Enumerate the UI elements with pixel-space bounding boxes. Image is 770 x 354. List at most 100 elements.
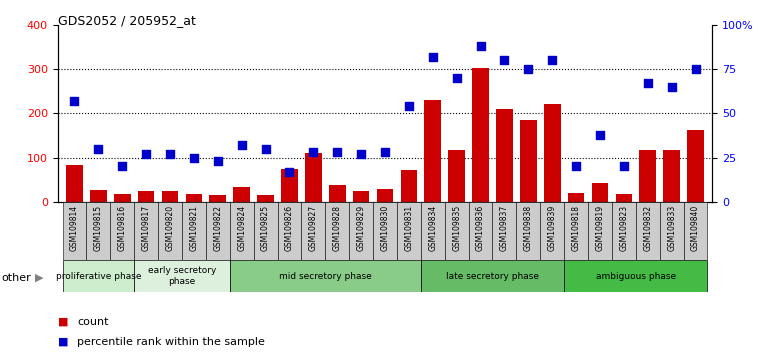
Point — [474, 43, 487, 49]
Point — [283, 169, 296, 175]
Text: count: count — [77, 317, 109, 327]
Bar — [110, 202, 134, 260]
Bar — [445, 202, 469, 260]
Bar — [62, 202, 86, 260]
Bar — [400, 170, 417, 202]
Bar — [134, 260, 229, 292]
Point — [355, 151, 367, 157]
Bar — [114, 194, 131, 202]
Bar — [520, 120, 537, 202]
Bar — [305, 153, 322, 202]
Point — [618, 164, 630, 169]
Bar — [687, 130, 704, 202]
Bar — [612, 202, 636, 260]
Point — [450, 75, 463, 81]
Text: GSM109824: GSM109824 — [237, 205, 246, 251]
Text: GSM109836: GSM109836 — [476, 205, 485, 251]
Text: GSM109825: GSM109825 — [261, 205, 270, 251]
Text: GSM109821: GSM109821 — [189, 205, 199, 251]
Bar — [684, 202, 708, 260]
Bar — [663, 149, 680, 202]
Point — [212, 158, 224, 164]
Text: late secretory phase: late secretory phase — [446, 272, 539, 281]
Bar — [421, 202, 445, 260]
Bar — [541, 202, 564, 260]
Bar — [472, 68, 489, 202]
Bar — [253, 202, 277, 260]
Bar — [544, 104, 561, 202]
Text: GSM109823: GSM109823 — [619, 205, 628, 251]
Bar — [182, 202, 206, 260]
Bar — [349, 202, 373, 260]
Bar — [496, 109, 513, 202]
Bar — [281, 169, 298, 202]
Point — [116, 164, 129, 169]
Text: GSM109839: GSM109839 — [547, 205, 557, 251]
Bar — [424, 100, 441, 202]
Bar — [162, 191, 179, 202]
Bar — [86, 202, 110, 260]
Text: GSM109820: GSM109820 — [166, 205, 175, 251]
Text: GSM109835: GSM109835 — [452, 205, 461, 251]
Point — [689, 66, 701, 72]
Point — [331, 149, 343, 155]
Text: GSM109840: GSM109840 — [691, 205, 700, 251]
Text: other: other — [2, 273, 32, 283]
Text: GSM109830: GSM109830 — [380, 205, 390, 251]
Text: GSM109833: GSM109833 — [667, 205, 676, 251]
Bar — [615, 194, 632, 202]
Point — [498, 57, 511, 63]
Bar — [209, 195, 226, 202]
Point — [570, 164, 582, 169]
Point — [236, 142, 248, 148]
Bar — [660, 202, 684, 260]
Point — [594, 132, 606, 137]
Bar — [397, 202, 421, 260]
Bar — [588, 202, 612, 260]
Point — [69, 98, 81, 104]
Text: ■: ■ — [58, 337, 69, 347]
Bar — [277, 202, 301, 260]
Text: proliferative phase: proliferative phase — [55, 272, 141, 281]
Text: percentile rank within the sample: percentile rank within the sample — [77, 337, 265, 347]
Bar — [301, 202, 325, 260]
Text: GSM109816: GSM109816 — [118, 205, 127, 251]
Bar — [493, 202, 517, 260]
Point — [140, 151, 152, 157]
Point — [403, 103, 415, 109]
Bar — [138, 191, 155, 202]
Bar — [564, 260, 708, 292]
Bar — [229, 202, 253, 260]
Bar — [469, 202, 493, 260]
Point — [546, 57, 558, 63]
Bar — [448, 149, 465, 202]
Point — [641, 80, 654, 86]
Bar — [90, 190, 107, 202]
Point — [259, 146, 272, 152]
Bar — [66, 166, 83, 202]
Bar — [636, 202, 660, 260]
Text: GSM109832: GSM109832 — [643, 205, 652, 251]
Text: early secretory
phase: early secretory phase — [148, 267, 216, 286]
Text: GSM109819: GSM109819 — [595, 205, 604, 251]
Bar — [591, 183, 608, 202]
Point — [522, 66, 534, 72]
Text: GSM109838: GSM109838 — [524, 205, 533, 251]
Text: GSM109834: GSM109834 — [428, 205, 437, 251]
Text: ambiguous phase: ambiguous phase — [596, 272, 676, 281]
Text: mid secretory phase: mid secretory phase — [279, 272, 372, 281]
Text: ■: ■ — [58, 317, 69, 327]
Bar — [353, 191, 370, 202]
Text: GSM109827: GSM109827 — [309, 205, 318, 251]
Bar — [564, 202, 588, 260]
Bar — [134, 202, 158, 260]
Text: GSM109814: GSM109814 — [70, 205, 79, 251]
Bar — [517, 202, 541, 260]
Text: GSM109817: GSM109817 — [142, 205, 151, 251]
Point — [307, 149, 320, 155]
Bar — [206, 202, 229, 260]
Text: GSM109837: GSM109837 — [500, 205, 509, 251]
Text: GSM109815: GSM109815 — [94, 205, 103, 251]
Text: ▶: ▶ — [35, 273, 43, 283]
Bar — [567, 193, 584, 202]
